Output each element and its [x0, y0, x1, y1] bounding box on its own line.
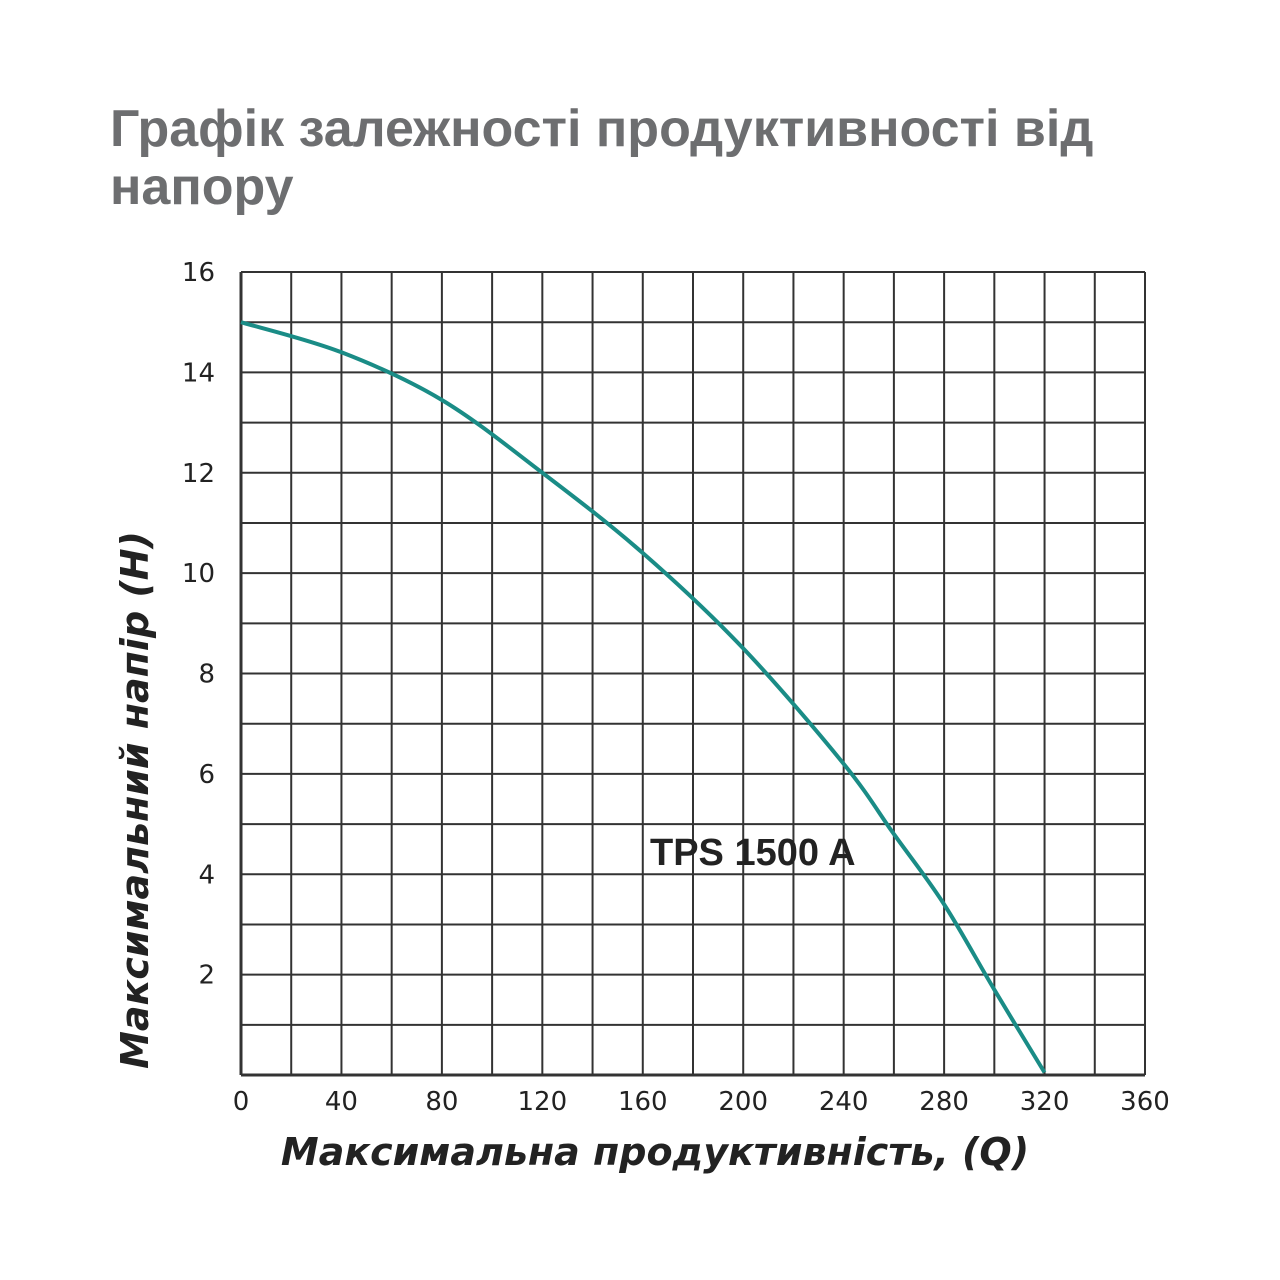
- x-ticks: 0 40 80 120 160 200 240 280 320 360: [233, 1087, 1170, 1117]
- chart-title: Графік залежності продуктивності від нап…: [110, 100, 1094, 216]
- x-tick-label: 200: [718, 1087, 768, 1117]
- x-tick-label: 280: [919, 1087, 969, 1117]
- y-tick-label: 12: [182, 459, 215, 489]
- y-tick-label: 6: [198, 760, 215, 790]
- y-axis-label: Максимальний напір (H): [113, 531, 157, 1069]
- y-tick-label: 16: [182, 258, 215, 288]
- y-tick-label: 10: [182, 559, 215, 589]
- x-tick-label: 120: [518, 1087, 568, 1117]
- y-tick-label: 4: [198, 860, 215, 890]
- y-tick-label: 8: [198, 660, 215, 690]
- y-ticks: 2 4 6 8 10 12 14 16: [182, 258, 215, 991]
- x-tick-label: 0: [233, 1087, 250, 1117]
- grid: [239, 271, 1146, 1077]
- series-line-tps-1500-a: [240, 320, 1047, 1074]
- y-tick-label: 14: [182, 358, 215, 388]
- x-tick-label: 160: [618, 1087, 668, 1117]
- series-label: TPS 1500 A: [650, 832, 856, 874]
- y-tick-label: 2: [198, 961, 215, 991]
- x-tick-label: 360: [1120, 1087, 1170, 1117]
- x-tick-label: 320: [1020, 1087, 1070, 1117]
- x-tick-label: 240: [819, 1087, 869, 1117]
- x-tick-label: 40: [325, 1087, 358, 1117]
- x-axis-label: Максимальна продуктивність, (Q): [281, 1130, 1029, 1174]
- x-tick-label: 80: [425, 1087, 458, 1117]
